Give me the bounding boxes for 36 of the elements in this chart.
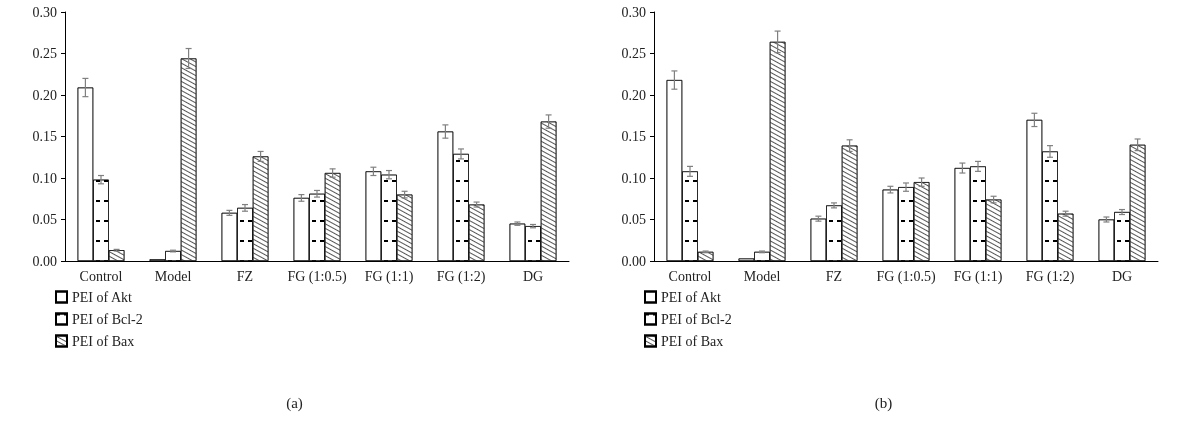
x-tick-label: FG (1:0.5)	[876, 268, 936, 285]
x-tick-label: FG (1:2)	[436, 268, 486, 285]
y-tick-label: 0.15	[32, 129, 57, 144]
y-tick-label: 0.10	[32, 170, 57, 186]
x-tick-label: FZ	[236, 268, 254, 284]
x-tick-label: DG	[1111, 268, 1133, 284]
x-tick-label: FG (1:1)	[364, 268, 414, 285]
y-tick-label: 0.15	[621, 129, 646, 144]
x-tick-label: Control	[668, 268, 712, 284]
y-tick-label: 0.05	[32, 212, 57, 227]
y-tick-label: 0.10	[621, 170, 646, 186]
y-tick-label: 0.25	[621, 46, 646, 61]
legend-label: PEI of Bax	[661, 333, 724, 349]
text: (a)	[286, 394, 303, 412]
x-tick-label: Model	[743, 268, 781, 284]
x-tick-label: Model	[154, 268, 192, 284]
x-tick-label: FG (1:1)	[953, 268, 1003, 285]
y-tick-label: 0.00	[32, 253, 57, 269]
text: (b)	[874, 394, 893, 412]
legend-label: PEI of Bax	[72, 333, 135, 349]
y-tick-label: 0.30	[32, 4, 57, 20]
y-tick-label: 0.25	[32, 46, 57, 61]
x-tick-label: FG (1:2)	[1025, 268, 1075, 285]
x-tick-label: DG	[522, 268, 544, 284]
legend-label: PEI of Bcl-2	[661, 311, 732, 327]
x-tick-label: FZ	[825, 268, 843, 284]
y-tick-label: 0.05	[621, 212, 646, 227]
legend-label: PEI of Akt	[72, 289, 132, 305]
y-tick-label: 0.30	[621, 4, 646, 20]
x-tick-label: Control	[79, 268, 123, 284]
legend-label: PEI of Bcl-2	[72, 311, 143, 327]
y-tick-label: 0.20	[621, 87, 646, 103]
legend-label: PEI of Akt	[661, 289, 721, 305]
y-tick-label: 0.00	[621, 253, 646, 269]
x-tick-label: FG (1:0.5)	[287, 268, 347, 285]
y-tick-label: 0.20	[32, 87, 57, 103]
